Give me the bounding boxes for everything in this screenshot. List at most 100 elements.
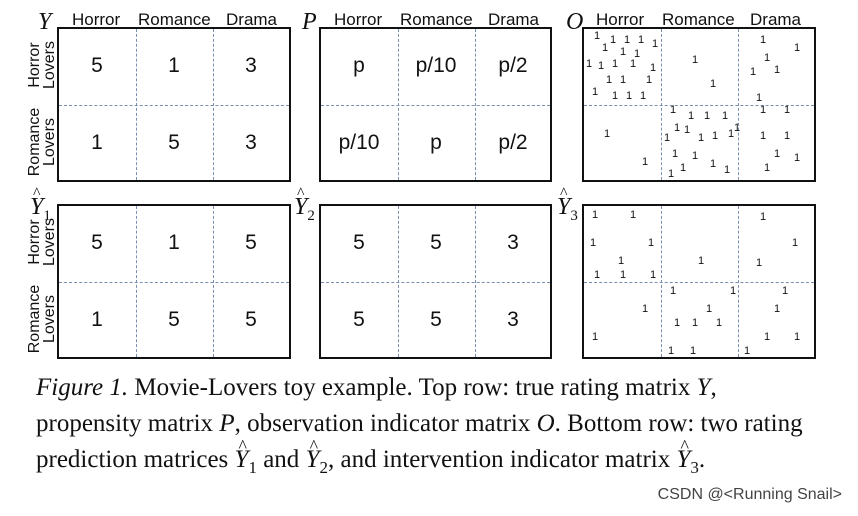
matrix-Y2-cell: 5 <box>430 308 442 331</box>
intervention-one: 1 <box>692 317 699 329</box>
obs-one: 1 <box>774 148 781 160</box>
obs-one: 1 <box>698 132 705 144</box>
label-Y1-hat: Y1 <box>30 182 51 228</box>
obs-one: 1 <box>670 104 677 116</box>
intervention-one: 1 <box>716 317 723 329</box>
obs-one: 1 <box>640 90 647 102</box>
obs-one: 1 <box>586 58 593 70</box>
matrix-Y-cell: 3 <box>245 131 257 154</box>
intervention-one: 1 <box>782 285 789 297</box>
intervention-one: 1 <box>756 257 763 269</box>
obs-one: 1 <box>668 168 675 180</box>
matrix-Y: 5 1 3 1 5 3 <box>57 27 291 182</box>
obs-one: 1 <box>784 130 791 142</box>
intervention-one: 1 <box>630 209 637 221</box>
intervention-one: 1 <box>698 255 705 267</box>
matrix-Y-cell: 3 <box>245 54 257 77</box>
matrix-Y1-cell: 1 <box>91 308 103 331</box>
obs-one: 1 <box>646 74 653 86</box>
obs-one: 1 <box>602 42 609 54</box>
label-Y3-hat: Y3 <box>557 182 578 228</box>
matrix-Y2-cell: 5 <box>353 308 365 331</box>
obs-one: 1 <box>764 162 771 174</box>
col-header-drama-1: Drama <box>226 10 278 29</box>
row-header-romance-lovers-top: Romance Lovers <box>26 107 58 177</box>
figure-caption: Figure 1. Movie-Lovers toy example. Top … <box>36 370 826 486</box>
matrix-P-cell: p <box>430 131 442 154</box>
intervention-one: 1 <box>764 331 771 343</box>
intervention-one: 1 <box>774 303 781 315</box>
obs-one: 1 <box>760 104 767 116</box>
obs-one: 1 <box>620 46 627 58</box>
label-Y: Y <box>38 9 52 35</box>
csdn-watermark: CSDN @<Running Snail> <box>657 486 842 503</box>
obs-one: 1 <box>794 152 801 164</box>
obs-one: 1 <box>794 42 801 54</box>
matrix-Y1-cell: 5 <box>245 231 257 254</box>
intervention-one: 1 <box>650 269 657 281</box>
obs-one: 1 <box>764 52 771 64</box>
obs-one: 1 <box>620 74 627 86</box>
obs-one: 1 <box>606 74 613 86</box>
obs-one: 1 <box>612 58 619 70</box>
matrix-Y2-cell: 5 <box>353 231 365 254</box>
intervention-one: 1 <box>670 285 677 297</box>
obs-one: 1 <box>692 54 699 66</box>
intervention-one: 1 <box>594 269 601 281</box>
matrix-Y1-cell: 5 <box>91 231 103 254</box>
obs-one: 1 <box>592 86 599 98</box>
intervention-one: 1 <box>590 237 597 249</box>
intervention-one: 1 <box>674 317 681 329</box>
col-header-horror-2: Horror <box>334 10 383 29</box>
col-header-romance-3: Romance <box>662 10 735 29</box>
obs-one: 1 <box>756 92 763 104</box>
obs-one: 1 <box>684 124 691 136</box>
obs-one: 1 <box>610 34 617 46</box>
row-header-horror-lovers-bottom: Horror Lovers <box>26 217 58 267</box>
matrix-P-cell: p/2 <box>498 131 528 154</box>
obs-one: 1 <box>624 34 631 46</box>
matrix-Y1-cell: 1 <box>168 231 180 254</box>
intervention-one: 1 <box>760 211 767 223</box>
intervention-one: 1 <box>668 345 675 357</box>
intervention-one: 1 <box>620 269 627 281</box>
obs-one: 1 <box>604 128 611 140</box>
intervention-one: 1 <box>592 209 599 221</box>
obs-one: 1 <box>710 78 717 90</box>
matrix-Y3-hat: 1 1 1 1 1 1 1 1 1 1 1 1 1 1 1 1 1 1 1 1 … <box>582 204 816 359</box>
col-header-drama-2: Drama <box>488 10 540 29</box>
obs-one: 1 <box>626 90 633 102</box>
matrix-Y-cell: 1 <box>91 131 103 154</box>
obs-one: 1 <box>704 110 711 122</box>
intervention-one: 1 <box>642 303 649 315</box>
obs-one: 1 <box>598 60 605 72</box>
obs-one: 1 <box>728 128 735 140</box>
obs-one: 1 <box>750 66 757 78</box>
obs-one: 1 <box>642 156 649 168</box>
intervention-one: 1 <box>794 331 801 343</box>
matrix-P-cell: p <box>353 54 365 77</box>
obs-one: 1 <box>664 132 671 144</box>
obs-one: 1 <box>630 58 637 70</box>
obs-one: 1 <box>674 122 681 134</box>
obs-one: 1 <box>650 62 657 74</box>
matrix-Y-cell: 5 <box>168 131 180 154</box>
obs-one: 1 <box>760 34 767 46</box>
intervention-one: 1 <box>730 285 737 297</box>
row-header-romance-lovers-bottom: Romance Lovers <box>26 284 58 354</box>
intervention-one: 1 <box>618 255 625 267</box>
col-header-romance-1: Romance <box>138 10 211 29</box>
matrix-Y1-cell: 5 <box>168 308 180 331</box>
obs-one: 1 <box>712 130 719 142</box>
matrix-P-cell: p/10 <box>338 131 380 154</box>
intervention-one: 1 <box>744 345 751 357</box>
obs-one: 1 <box>774 64 781 76</box>
obs-one: 1 <box>680 162 687 174</box>
obs-one: 1 <box>612 90 619 102</box>
matrix-Y2-cell: 3 <box>507 231 519 254</box>
col-header-drama-3: Drama <box>750 10 802 29</box>
label-O: O <box>566 9 584 35</box>
label-Y2-hat: Y2 <box>294 182 315 228</box>
matrix-P: p p/10 p/2 p/10 p p/2 <box>319 27 552 182</box>
obs-one: 1 <box>652 38 659 50</box>
